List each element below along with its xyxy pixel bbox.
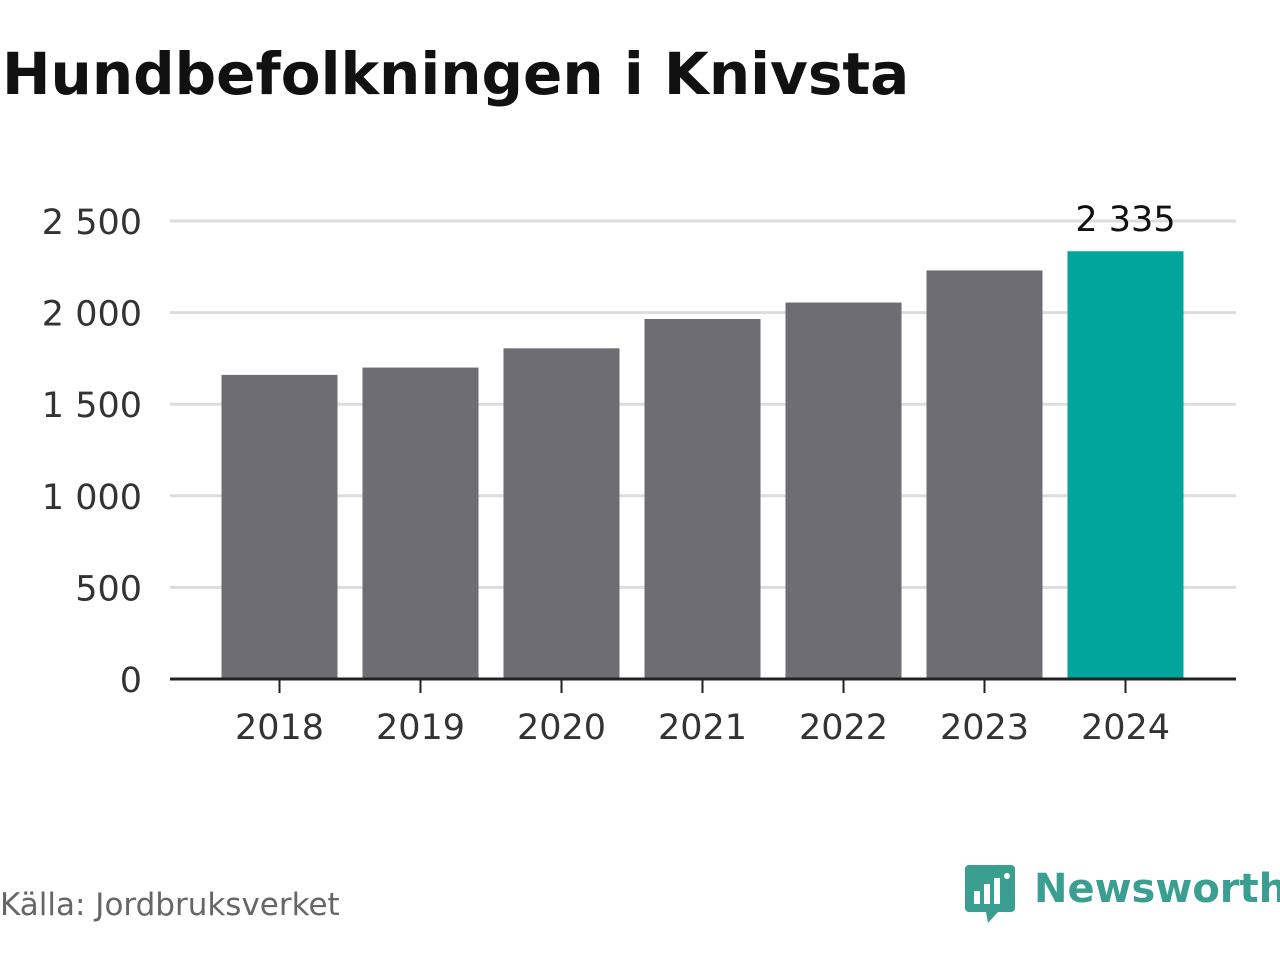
bar-2023	[926, 270, 1043, 679]
bar-chart: 0 500 1 000 1 500 2 000 2 500 2018 2019 2020 2021…	[42, 200, 1236, 748]
y-tick-label: 2 500	[42, 203, 142, 243]
bars	[221, 251, 1184, 679]
bar-2018	[221, 374, 338, 679]
chart-title: Hundbefolkningen i Knivsta	[2, 40, 910, 108]
bar-2020	[503, 348, 620, 679]
newsworthy-logo-icon	[965, 865, 1015, 923]
brand-name: Newsworthy	[1034, 866, 1280, 912]
bar-2019	[362, 367, 479, 679]
x-axis	[170, 677, 1236, 693]
x-tick-label: 2021	[658, 708, 747, 748]
y-tick-label: 500	[75, 569, 142, 609]
bar-2022	[785, 302, 902, 679]
y-tick-label: 1 500	[42, 386, 142, 426]
y-tick-label: 1 000	[42, 478, 142, 518]
x-tick-label: 2019	[376, 708, 465, 748]
source-note: Källa: Jordbruksverket	[0, 887, 340, 923]
bar-2024	[1067, 251, 1184, 679]
x-tick-label: 2023	[940, 708, 1029, 748]
y-tick-label: 2 000	[42, 295, 142, 335]
x-tick-label: 2020	[517, 708, 606, 748]
data-label: 2 335	[1075, 200, 1175, 240]
y-tick-label: 0	[120, 661, 142, 701]
x-tick-label: 2024	[1081, 708, 1170, 748]
labels: 0 500 1 000 1 500 2 000 2 500 2018 2019 2020 2021…	[42, 200, 1176, 748]
x-tick-label: 2022	[799, 708, 888, 748]
bar-2021	[644, 319, 761, 679]
x-tick-label: 2018	[235, 708, 324, 748]
brand-logo: Newsworthy	[964, 864, 1280, 928]
